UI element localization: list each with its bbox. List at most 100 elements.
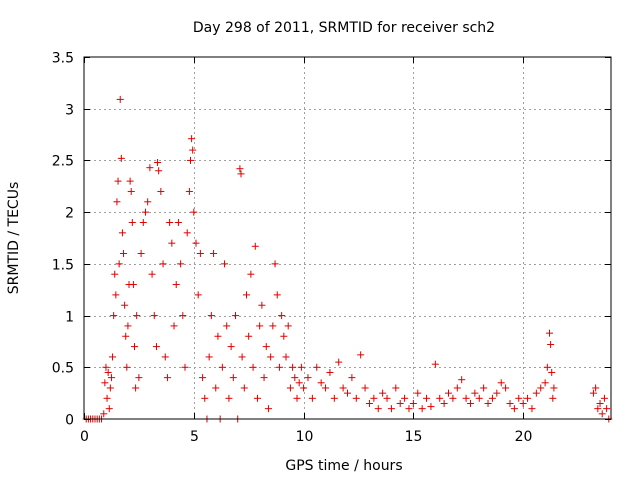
data-point (462, 394, 470, 402)
x-tick-label: 10 (296, 429, 314, 445)
data-point (596, 399, 604, 407)
data-point (414, 389, 422, 397)
data-point (159, 260, 167, 268)
data-point (392, 384, 400, 392)
data-point (126, 177, 134, 185)
data-point (453, 384, 461, 392)
data-point (537, 384, 545, 392)
data-point (172, 281, 180, 289)
y-tick-label: 3.5 (52, 51, 74, 67)
data-point (232, 312, 240, 320)
data-point (190, 208, 198, 216)
data-point (488, 394, 496, 402)
data-point (271, 260, 279, 268)
data-point (322, 384, 330, 392)
data-point (199, 374, 207, 382)
data-point (123, 363, 131, 371)
data-point (515, 394, 523, 402)
data-point (256, 322, 264, 330)
data-point (218, 363, 226, 371)
data-point (330, 394, 338, 402)
data-point (101, 379, 109, 387)
data-point (113, 198, 121, 206)
data-point (146, 164, 154, 172)
data-point (352, 394, 360, 402)
data-point (273, 291, 281, 299)
data-point (128, 218, 136, 226)
data-point (170, 322, 178, 330)
data-point (144, 198, 152, 206)
data-point (155, 167, 163, 175)
data-point (262, 343, 270, 351)
data-point (313, 363, 321, 371)
x-tick-label: 5 (190, 429, 199, 445)
data-point (131, 343, 139, 351)
data-point (374, 405, 382, 413)
data-point (484, 399, 492, 407)
data-point (112, 291, 120, 299)
data-point (227, 343, 235, 351)
data-point (194, 291, 202, 299)
data-point (480, 384, 488, 392)
data-point (192, 239, 200, 247)
data-point (528, 405, 536, 413)
data-point (409, 399, 417, 407)
data-point (532, 389, 540, 397)
data-point (253, 394, 261, 402)
data-point (401, 394, 409, 402)
data-point (212, 384, 220, 392)
data-point (152, 343, 160, 351)
data-point (121, 301, 129, 309)
data-point (242, 291, 250, 299)
data-point (247, 270, 255, 278)
data-point (383, 394, 391, 402)
data-point (524, 394, 532, 402)
data-point (114, 177, 122, 185)
data-point (132, 384, 140, 392)
data-point (116, 95, 124, 103)
data-point (174, 218, 182, 226)
data-point (449, 394, 457, 402)
data-point (510, 405, 518, 413)
y-tick-label: 1 (65, 310, 74, 326)
data-point (105, 405, 113, 413)
data-point (361, 384, 369, 392)
data-point (603, 405, 611, 413)
data-point (251, 242, 259, 250)
data-point (543, 363, 551, 371)
data-point (139, 218, 147, 226)
y-tick-label: 3 (65, 103, 74, 119)
data-point (118, 229, 126, 237)
data-point (150, 312, 158, 320)
data-point (179, 312, 187, 320)
data-point (189, 146, 197, 154)
data-point (205, 353, 213, 361)
data-point (357, 351, 365, 359)
data-point (549, 394, 557, 402)
x-tick-label: 0 (80, 429, 89, 445)
data-point (308, 394, 316, 402)
data-point (466, 399, 474, 407)
data-point (423, 394, 431, 402)
data-point (458, 376, 466, 384)
data-point (282, 353, 290, 361)
data-point (589, 389, 597, 397)
data-point (280, 332, 288, 340)
data-point (267, 353, 275, 361)
data-point (223, 322, 231, 330)
y-tick-label: 2 (65, 206, 74, 222)
data-point (221, 260, 229, 268)
data-point (431, 360, 439, 368)
data-point (344, 389, 351, 397)
plot-frame (83, 56, 612, 420)
data-point (387, 405, 395, 413)
data-point (264, 405, 272, 413)
data-point (115, 260, 123, 268)
data-point (107, 374, 115, 382)
data-point (493, 389, 501, 397)
data-point (497, 379, 505, 387)
data-point (110, 312, 118, 320)
data-point (541, 379, 549, 387)
data-point (594, 405, 602, 413)
